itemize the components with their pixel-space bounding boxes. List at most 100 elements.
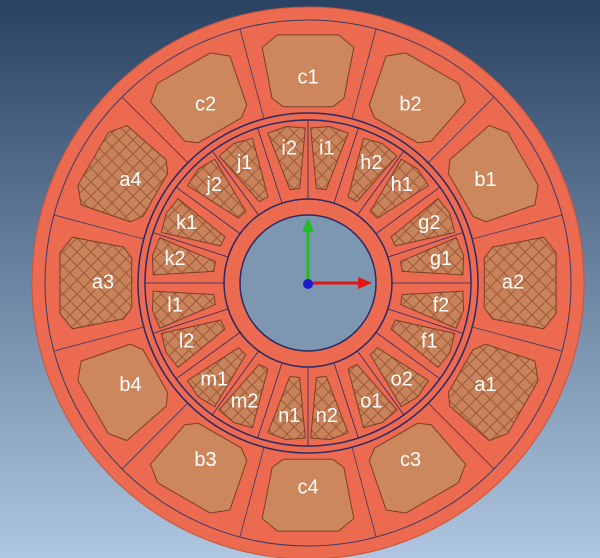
stator-tooth-line: [53, 214, 144, 240]
stator-tooth-line: [121, 402, 189, 470]
rotor-slot-label: m2: [231, 390, 259, 412]
stator-inner: [137, 112, 479, 454]
rotor-slot-label: g1: [430, 248, 452, 270]
stator-tooth-line: [472, 326, 563, 352]
rotor-slot-label: g2: [418, 212, 440, 234]
stator-slot-label: a4: [119, 169, 141, 191]
rotor-slot: [310, 125, 349, 191]
rotor-spoke-line: [333, 362, 359, 439]
rotor-slot-label: f2: [433, 295, 450, 317]
rotor-spoke-line: [375, 186, 441, 234]
rotor-slot: [390, 197, 456, 247]
rotor-spoke-line: [175, 332, 241, 380]
rotor-pole-line: [357, 350, 405, 416]
rotor-slot-label: k1: [176, 212, 197, 234]
stator-slot: [483, 236, 557, 330]
rotor-pole-line: [357, 150, 405, 216]
rotor-slot: [160, 319, 226, 369]
stator-slot-label: c1: [297, 66, 318, 88]
stator-slot-label: b3: [194, 449, 216, 471]
rotor-slot-label: l1: [167, 295, 183, 317]
rotor-spoke-line: [257, 362, 283, 439]
rotor-pole-line: [211, 350, 259, 416]
axis-triad: [302, 218, 372, 289]
stator-slot: [368, 52, 467, 144]
rotor-slot-label: o2: [391, 368, 413, 390]
rotor-slot-label: k2: [164, 248, 185, 270]
stator-slot: [149, 52, 248, 144]
stator-slot-label: b4: [119, 374, 141, 396]
rotor-slot-label: j1: [236, 152, 253, 174]
rotor-slot-label: i1: [319, 138, 335, 160]
rotor-spoke-line: [333, 127, 359, 204]
rotor-slot: [267, 125, 306, 191]
stator-tooth-line: [239, 447, 265, 538]
rotor-slot: [310, 375, 349, 441]
rotor-pole-line: [152, 308, 229, 334]
rotor-slot: [400, 290, 465, 329]
rotor-slot: [218, 363, 269, 429]
stator-slot-label: b1: [474, 169, 496, 191]
rotor-slot: [267, 375, 306, 441]
z-axis: [303, 279, 313, 289]
rotor-slot-label: i2: [281, 138, 297, 160]
stator-tooth-line: [472, 214, 563, 240]
stator-slot: [149, 422, 248, 514]
rotor-slot-label: o1: [360, 390, 382, 412]
rotor-pole-line: [387, 308, 464, 334]
rotor-slot-label: n1: [278, 405, 300, 427]
rotor-spoke-line: [175, 186, 241, 234]
rotor-slot-label: h2: [360, 152, 382, 174]
rotor-slot: [400, 237, 465, 276]
rotor-slot: [151, 290, 216, 329]
stator-slot: [261, 458, 355, 532]
stator-slot-label: c2: [195, 94, 216, 116]
stator-slot-label: c4: [297, 476, 318, 498]
rotor-slot: [390, 319, 456, 369]
stator-tooth-line: [427, 402, 495, 470]
rotor-slot-label: l2: [179, 330, 195, 352]
rotor-slot: [186, 347, 247, 408]
rotor-pole-line: [387, 232, 464, 258]
rotor-slot: [160, 197, 226, 247]
rotor-slot-label: f1: [421, 330, 438, 352]
rotor-slot: [151, 237, 216, 276]
rotor-pole-line: [211, 150, 259, 216]
stator-tooth-line: [53, 326, 144, 352]
stator-slot-label: c3: [400, 449, 421, 471]
rotor-slot: [347, 137, 398, 203]
x-arrow: [358, 277, 372, 289]
stator-tooth-line: [351, 447, 377, 538]
rotor-pole-line: [152, 232, 229, 258]
stator-slot-label: a1: [474, 374, 496, 396]
stator-ring: [44, 19, 572, 547]
stator-slot: [59, 236, 133, 330]
stator-tooth-line: [351, 28, 377, 119]
stator-tooth-line: [427, 96, 495, 164]
stator-slot: [261, 34, 355, 108]
rotor-slot-label: n2: [316, 405, 338, 427]
rotor-slot-label: m1: [200, 368, 228, 390]
stator-slot-label: a2: [502, 271, 524, 293]
y-arrow: [302, 218, 314, 232]
stator-slot: [447, 343, 539, 442]
rotor-slot-label: h1: [391, 174, 413, 196]
rotor-spoke-line: [257, 127, 283, 204]
stator-slot-label: b2: [399, 94, 421, 116]
stator-tooth-line: [239, 28, 265, 119]
rotor-slot: [347, 363, 398, 429]
stator-tooth-line: [121, 96, 189, 164]
rotor-slot: [369, 158, 430, 219]
stator-slot: [368, 422, 467, 514]
stator-slot-label: a3: [92, 271, 114, 293]
stator-slot: [77, 124, 169, 223]
rotor-slot-label: j2: [205, 174, 222, 196]
rotor-spoke-line: [375, 332, 441, 380]
stator-slot: [447, 124, 539, 223]
stator-slot: [77, 343, 169, 442]
rotor-slot: [218, 137, 269, 203]
slots: [53, 28, 563, 538]
rotor-slot: [186, 158, 247, 219]
